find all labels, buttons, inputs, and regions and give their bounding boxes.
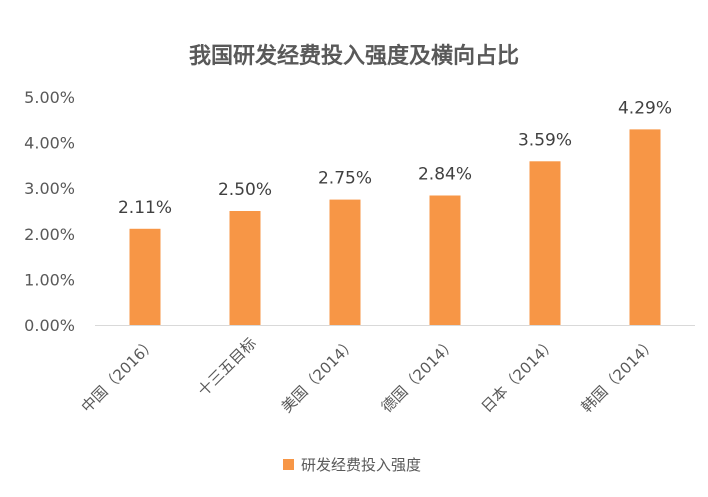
y-tick-label: 1.00%: [24, 270, 75, 289]
legend-label: 研发经费投入强度: [301, 456, 421, 474]
y-axis: 0.00% 1.00% 2.00% 3.00% 4.00% 5.00%: [24, 88, 75, 335]
bar: [529, 161, 561, 325]
legend-swatch: [283, 459, 294, 470]
category-label: 十三五目标: [194, 334, 260, 400]
category-label: 韩国（2014）: [578, 334, 660, 416]
y-tick-label: 4.00%: [24, 134, 75, 153]
legend: 研发经费投入强度: [283, 456, 421, 474]
category-label: 日本（2014）: [478, 334, 560, 416]
data-label: 3.59%: [518, 130, 572, 150]
y-tick-label: 2.00%: [24, 225, 75, 244]
data-label: 2.11%: [118, 198, 172, 218]
data-labels-group: 2.11% 2.50% 2.75% 2.84% 3.59% 4.29%: [118, 98, 672, 217]
bar: [429, 195, 461, 325]
data-label: 2.84%: [418, 164, 472, 184]
bar: [229, 211, 261, 325]
y-tick-label: 0.00%: [24, 316, 75, 335]
bar: [329, 199, 361, 325]
data-label: 4.29%: [618, 98, 672, 118]
chart-title: 我国研发经费投入强度及横向占比: [189, 43, 519, 69]
data-label: 2.75%: [318, 169, 372, 189]
category-label: 美国（2014）: [278, 334, 360, 416]
bars-group: [129, 129, 661, 325]
category-label: 中国（2016）: [78, 334, 160, 416]
bar: [129, 228, 161, 325]
category-labels-group: 中国（2016） 十三五目标 美国（2014） 德国（2014） 日本（2014） 韩国（…: [78, 334, 660, 416]
bar: [629, 129, 661, 325]
category-label: 德国（2014）: [378, 334, 460, 416]
y-tick-label: 3.00%: [24, 179, 75, 198]
data-label: 2.50%: [218, 180, 272, 200]
y-tick-label: 5.00%: [24, 88, 75, 107]
